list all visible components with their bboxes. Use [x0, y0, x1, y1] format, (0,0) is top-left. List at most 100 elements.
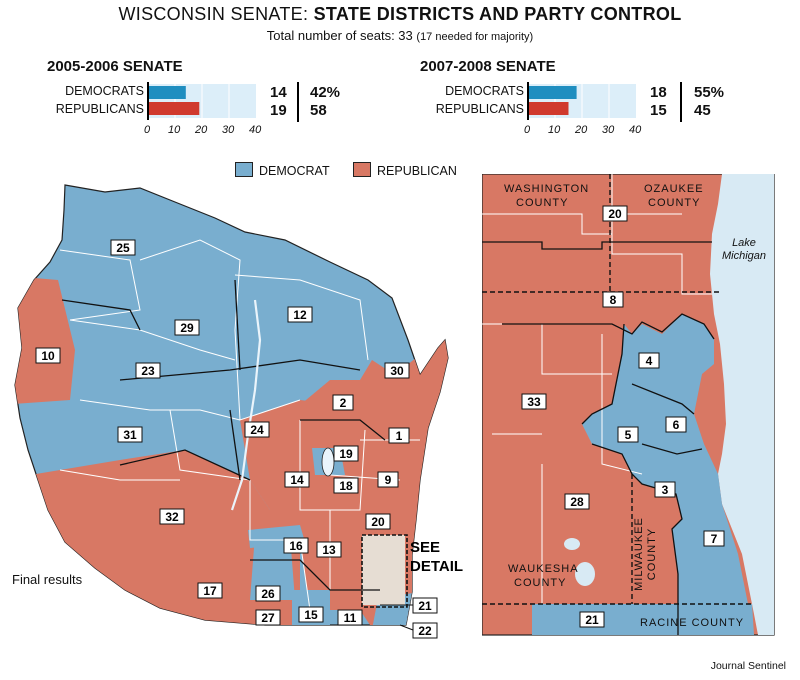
senate-2005-title: 2005-2006 SENATE — [47, 58, 183, 75]
senate-2007-rep-label: REPUBLICANS — [435, 102, 524, 116]
svg-text:12: 12 — [293, 308, 307, 322]
detail-district-label-6: 6 — [665, 416, 687, 433]
subtitle-text: Total number of seats: 33 — [266, 28, 413, 43]
svg-text:21: 21 — [585, 613, 599, 627]
detail-area — [362, 535, 405, 605]
svg-text:14: 14 — [290, 473, 304, 487]
svg-text:5: 5 — [625, 428, 632, 442]
detail-district-dem-core — [582, 314, 752, 635]
democrats-bar — [528, 86, 577, 99]
title-main: STATE DISTRICTS AND PARTY CONTROL — [313, 4, 682, 24]
detail-district-label-5: 5 — [617, 426, 639, 443]
district-label-16: 16 — [283, 537, 309, 554]
svg-text:COUNTY: COUNTY — [646, 528, 658, 580]
detail-district-borders — [482, 241, 715, 635]
district-label-19: 19 — [333, 445, 359, 462]
tick-40: 40 — [629, 124, 642, 136]
svg-text:32: 32 — [165, 510, 179, 524]
legend-republican-label: REPUBLICAN — [377, 164, 457, 178]
county-washington: WASHINGTON COUNTY — [504, 183, 589, 209]
district-label-29: 29 — [174, 319, 200, 336]
district-label-22: 22 — [412, 622, 438, 639]
district-label-24: 24 — [244, 421, 270, 438]
svg-text:COUNTY: COUNTY — [648, 197, 700, 209]
svg-text:1: 1 — [396, 429, 403, 443]
svg-text:18: 18 — [339, 479, 353, 493]
district-label-13: 13 — [316, 541, 342, 558]
senate-2005-rep-label: REPUBLICANS — [55, 102, 144, 116]
county-waukesha: WAUKESHA COUNTY — [508, 563, 579, 589]
final-results-note: Final results — [12, 572, 83, 587]
republicans-bar — [528, 102, 569, 115]
svg-text:2: 2 — [340, 396, 347, 410]
district-label-1: 1 — [388, 427, 410, 444]
lake-michigan-label: Lake Michigan — [722, 237, 766, 262]
wisconsin-state-map: 25 29 12 10 23 30 2 31 24 1 19 14 18 9 3… — [14, 184, 463, 639]
county-ozaukee: OZAUKEE COUNTY — [644, 183, 703, 209]
svg-text:WASHINGTON: WASHINGTON — [504, 183, 589, 195]
svg-text:10: 10 — [41, 349, 55, 363]
svg-text:27: 27 — [261, 611, 275, 625]
district-label-30: 30 — [384, 362, 410, 379]
tick-0: 0 — [524, 124, 531, 136]
svg-text:30: 30 — [390, 364, 404, 378]
svg-text:15: 15 — [304, 608, 318, 622]
senate-2007-panel: 2007-2008 SENATE DEMOCRATS REPUBLICANS 1… — [384, 58, 784, 148]
republicans-bar — [148, 102, 200, 115]
svg-text:WAUKESHA: WAUKESHA — [508, 563, 579, 575]
svg-text:9: 9 — [385, 473, 392, 487]
district-label-27: 27 — [255, 609, 281, 626]
tick-40: 40 — [249, 124, 262, 136]
senate-2007-dem-pct: 55% — [694, 84, 725, 101]
svg-text:16: 16 — [289, 539, 303, 553]
senate-2005-dem-pct: 42% — [310, 84, 341, 101]
small-lake — [564, 538, 580, 550]
lake-winnebago — [321, 447, 335, 477]
senate-2007-title: 2007-2008 SENATE — [420, 58, 556, 75]
subtitle: Total number of seats: 33 (17 needed for… — [0, 28, 800, 43]
svg-text:MILWAUKEE: MILWAUKEE — [633, 517, 645, 591]
detail-district-label-4: 4 — [638, 352, 660, 369]
district-label-10: 10 — [35, 347, 61, 364]
svg-text:22: 22 — [418, 624, 432, 638]
district-label-11: 11 — [337, 609, 363, 626]
tick-20: 20 — [195, 124, 208, 136]
senate-2007-rep-count: 15 — [650, 102, 667, 119]
district-label-23: 23 — [135, 362, 161, 379]
senate-2007-dem-count: 18 — [650, 84, 667, 101]
svg-text:28: 28 — [570, 495, 584, 509]
svg-text:29: 29 — [180, 321, 194, 335]
senate-2005-bar-chart — [147, 82, 256, 120]
milwaukee-detail-map: WASHINGTON COUNTY OZAUKEE COUNTY WAUKESHA C… — [482, 174, 775, 636]
legend-democrat-label: DEMOCRAT — [259, 164, 330, 178]
detail-box — [361, 534, 408, 608]
district-label-20: 20 — [365, 513, 391, 530]
svg-text:20: 20 — [608, 207, 622, 221]
detail-district-label-3: 3 — [654, 481, 676, 498]
svg-text:Michigan: Michigan — [722, 250, 766, 262]
democrat-swatch — [235, 162, 253, 177]
subtitle-note: (17 needed for majority) — [416, 31, 534, 43]
tick-0: 0 — [144, 124, 151, 136]
detail-district-label-21: 21 — [579, 611, 605, 628]
republican-swatch — [353, 162, 371, 177]
district-label-14: 14 — [284, 471, 310, 488]
svg-text:19: 19 — [339, 447, 353, 461]
svg-text:8: 8 — [610, 293, 617, 307]
senate-2007-rep-pct: 45 — [694, 102, 711, 119]
county-racine: RACINE COUNTY — [640, 617, 744, 629]
legend-republican: REPUBLICAN — [353, 162, 457, 178]
svg-text:24: 24 — [250, 423, 264, 437]
district-region-10 — [15, 275, 75, 405]
tick-30: 30 — [222, 124, 235, 136]
svg-text:21: 21 — [418, 599, 432, 613]
senate-2005-dem-label: DEMOCRATS — [65, 84, 144, 98]
svg-text:7: 7 — [711, 532, 718, 546]
svg-text:31: 31 — [123, 428, 137, 442]
title-prefix: WISCONSIN SENATE: — [118, 4, 309, 24]
county-milwaukee: MILWAUKEE COUNTY — [633, 517, 658, 591]
detail-district-label-7: 7 — [703, 530, 725, 547]
senate-2005-panel: 2005-2006 SENATE DEMOCRATS REPUBLICANS 1… — [0, 58, 380, 148]
senate-2005-rep-pct: 58 — [310, 102, 327, 119]
district-label-15: 15 — [298, 606, 324, 623]
